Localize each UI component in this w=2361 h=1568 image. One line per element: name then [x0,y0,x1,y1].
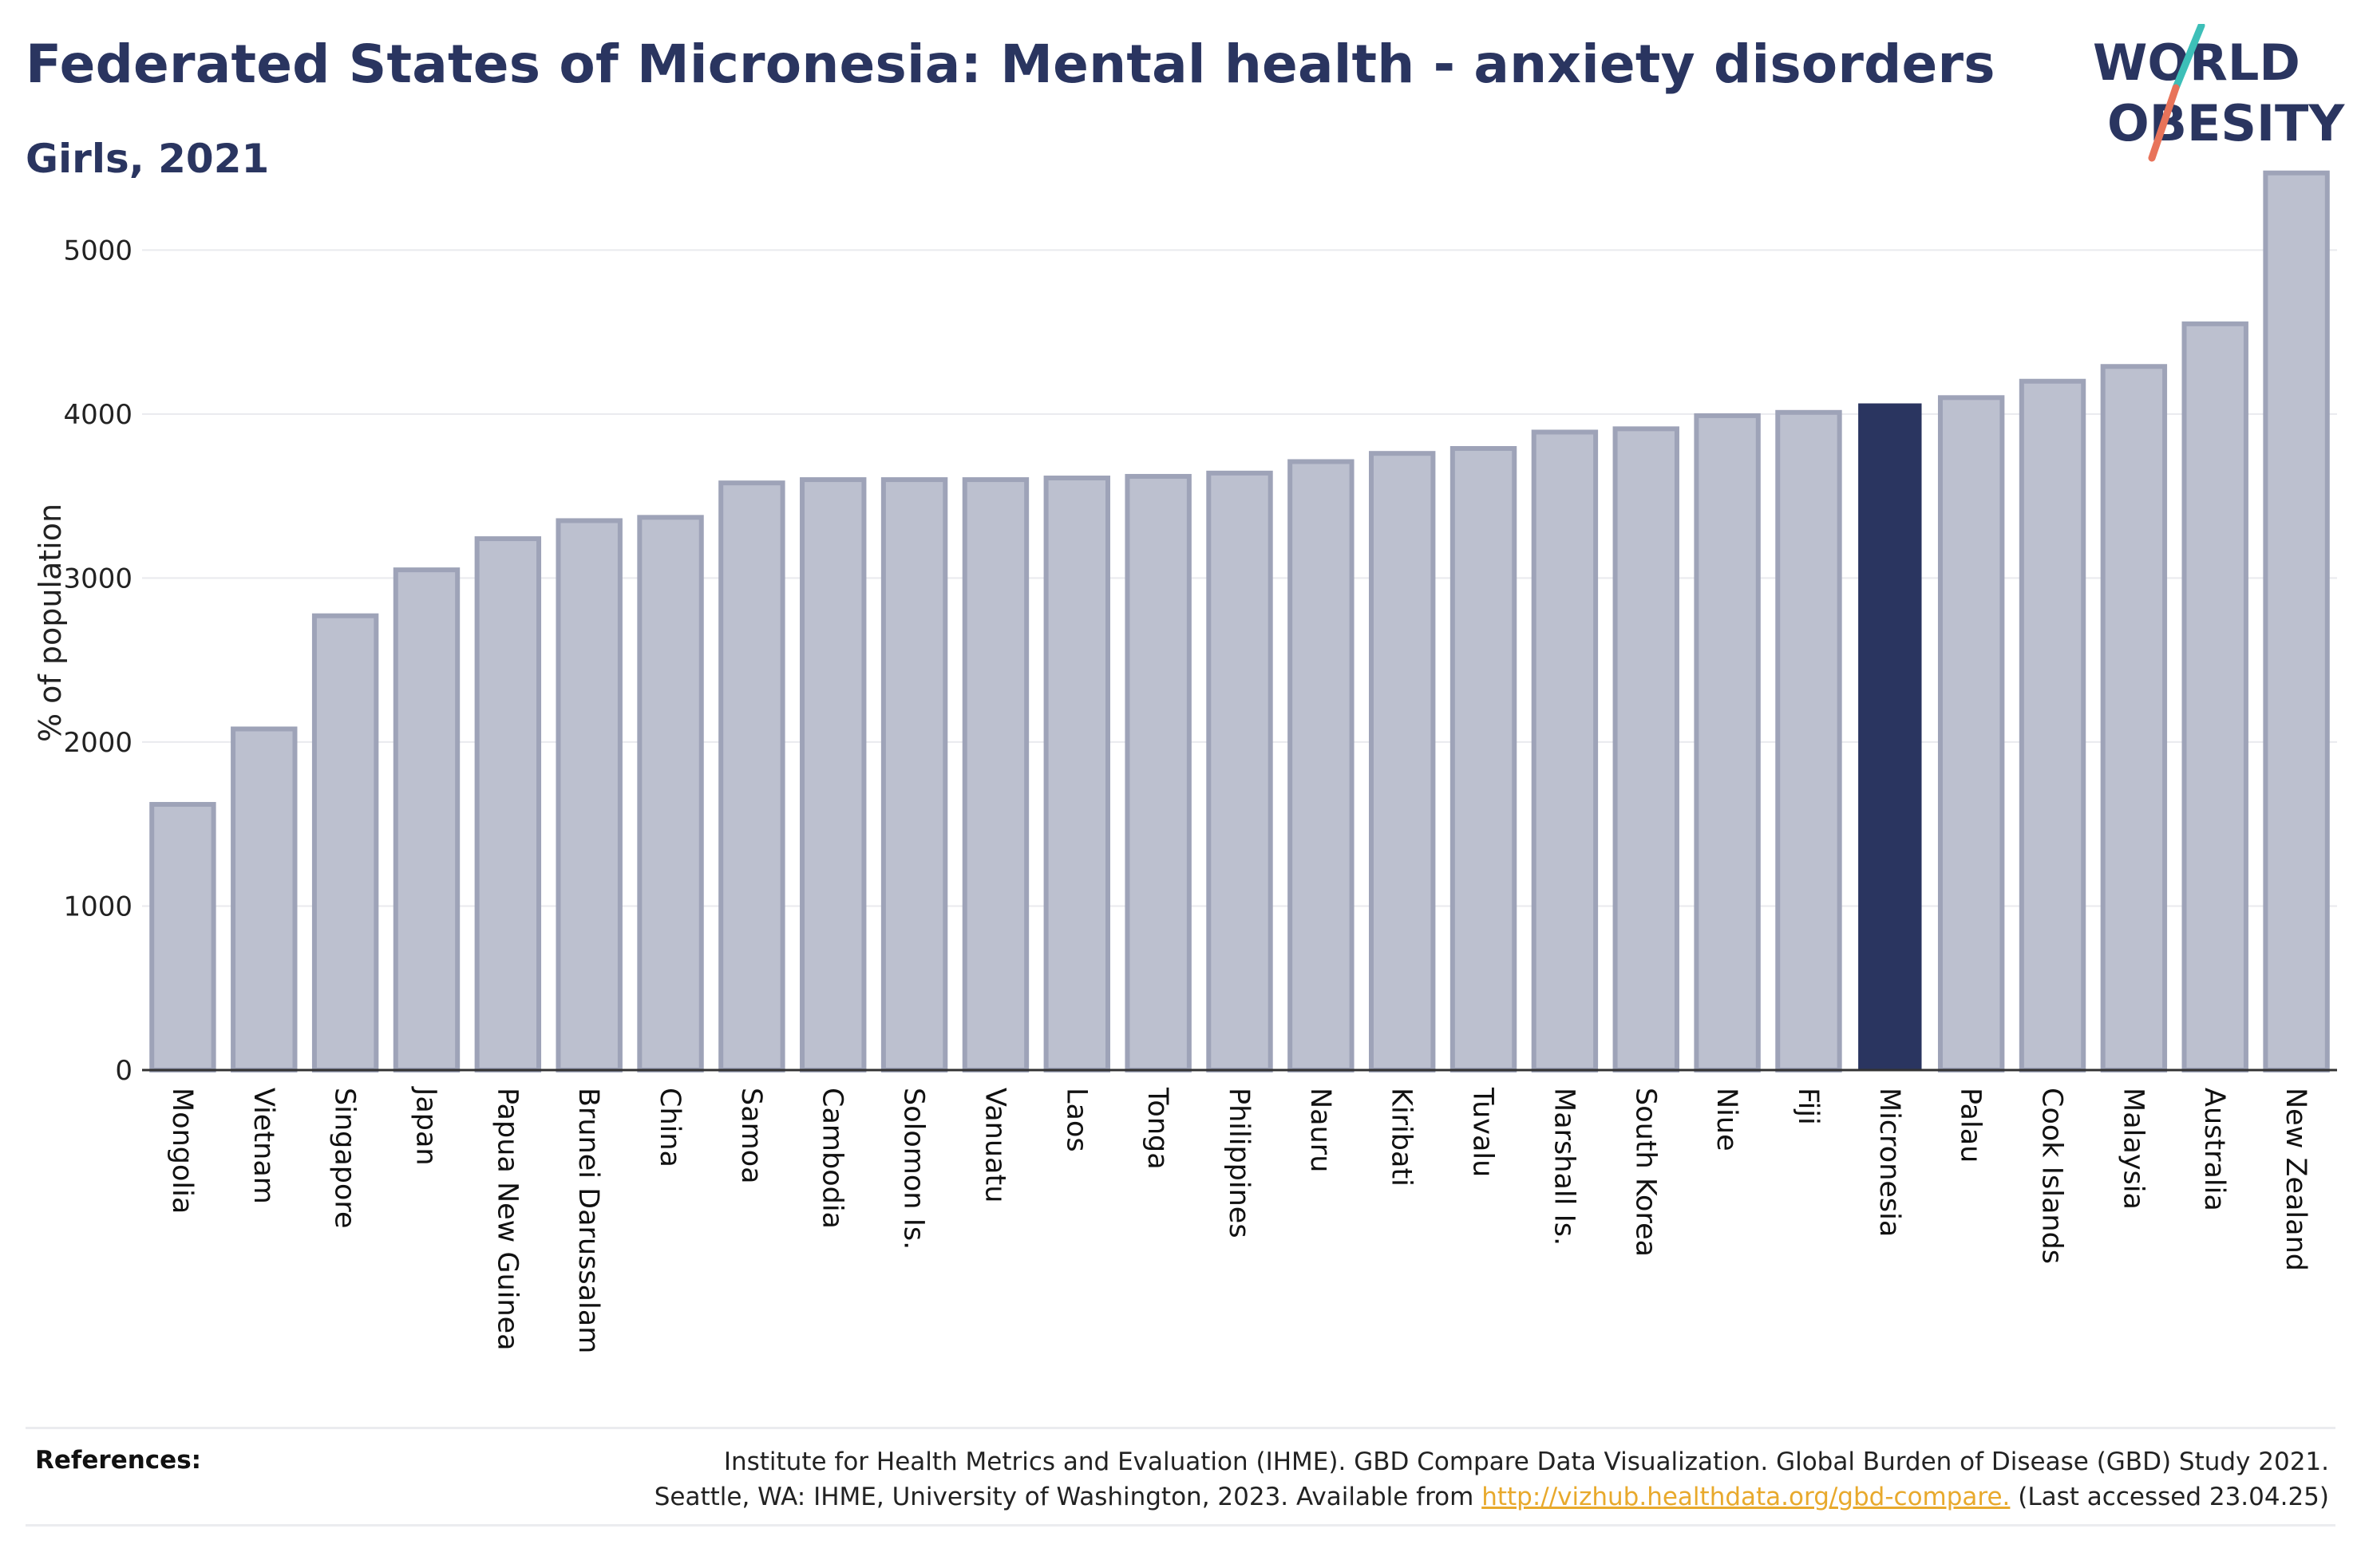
bar [1531,429,1599,1072]
bar [1287,459,1355,1072]
bar [2263,170,2330,1073]
references-text: Institute for Health Metrics and Evaluat… [493,1444,2329,1515]
bar [1937,395,2005,1072]
bar [556,518,623,1072]
bar [718,480,785,1072]
x-tick-label: Mongolia [166,1088,198,1214]
x-tick-label: Australia [2198,1088,2230,1211]
y-axis-label: % of population [33,504,68,742]
bar [1775,409,1842,1072]
bar [962,477,1030,1072]
bar-highlight [1858,403,1922,1071]
x-tick-label: Micronesia [1873,1088,1905,1237]
bar [1694,413,1761,1072]
references-line-2: Seattle, WA: IHME, University of Washing… [493,1479,2329,1515]
bar [2019,378,2086,1072]
x-tick-label: Kiribati [1386,1088,1418,1187]
bar [1369,451,1436,1072]
x-tick-label: Brunei Darussalam [572,1088,604,1353]
bar [1612,426,1679,1072]
bar [311,613,379,1072]
references-line-1: Institute for Health Metrics and Evaluat… [723,1448,2329,1476]
x-tick-label: Tuvalu [1467,1087,1499,1177]
x-tick-label: Vanuatu [979,1088,1010,1203]
bar [474,536,542,1072]
y-tick-label: 5000 [63,235,132,267]
x-tick-label: Marshall Is. [1548,1088,1580,1246]
y-tick-label: 2000 [63,727,132,759]
bar [1206,470,1273,1072]
x-tick-label: Fiji [1792,1088,1824,1125]
bar [393,567,461,1072]
y-tick-label: 4000 [63,399,132,431]
logo-slash-teal [2172,24,2205,92]
references-line-2-prefix: Seattle, WA: IHME, University of Washing… [654,1483,1482,1511]
x-tick-label: China [654,1088,686,1167]
x-tick-label: Singapore [329,1088,361,1229]
logo-slash-coral [2148,84,2180,162]
x-tick-label: Cambodia [817,1088,848,1229]
x-tick-label: Samoa [735,1088,767,1184]
references-divider-top [26,1427,2335,1429]
x-tick-label: South Korea [1629,1088,1661,1257]
x-tick-label: Cook Islands [2036,1088,2068,1264]
page-subtitle: Girls, 2021 [26,136,270,182]
bar [149,802,216,1073]
bar [800,477,867,1072]
logo-line-2: OBESITY [2107,94,2345,152]
x-tick-label: New Zealand [2280,1088,2312,1271]
bar [637,515,704,1072]
y-tick-label: 3000 [63,563,132,594]
y-tick-label: 0 [115,1055,132,1087]
references-divider-bottom [26,1524,2335,1527]
bar [2100,364,2168,1073]
bar [231,726,298,1072]
references-link[interactable]: http://vizhub.healthdata.org/gbd-compare… [1481,1483,2011,1511]
bar [1125,473,1192,1072]
x-tick-label: Tonga [1141,1087,1173,1170]
x-tick-label: Laos [1060,1088,1092,1152]
bar [2181,321,2248,1072]
references-line-2-suffix: (Last accessed 23.04.25) [2010,1483,2329,1511]
bar-chart: 0 1000 2000 3000 4000 5000 % of population Mong… [33,170,2337,1353]
page-title: Federated States of Micronesia: Mental h… [26,34,1995,95]
x-tick-label: Philippines [1223,1088,1255,1238]
x-tick-label: Vietnam [247,1088,279,1204]
x-tick-label: Niue [1710,1088,1742,1151]
y-tick-label: 1000 [63,891,132,922]
bar [1043,476,1111,1072]
references-label: References: [35,1446,202,1475]
x-tick-label: Papua New Guinea [491,1088,523,1351]
x-tick-label: Solomon Is. [898,1088,930,1250]
bar [880,477,948,1072]
x-tick-label: Malaysia [2117,1088,2149,1210]
x-tick-label: Palau [1955,1088,1987,1163]
x-tick-label: Japan [409,1086,441,1166]
bar [1449,446,1517,1072]
world-obesity-logo: WORLD OBESITY [2093,24,2345,162]
x-tick-label: Nauru [1304,1088,1336,1172]
